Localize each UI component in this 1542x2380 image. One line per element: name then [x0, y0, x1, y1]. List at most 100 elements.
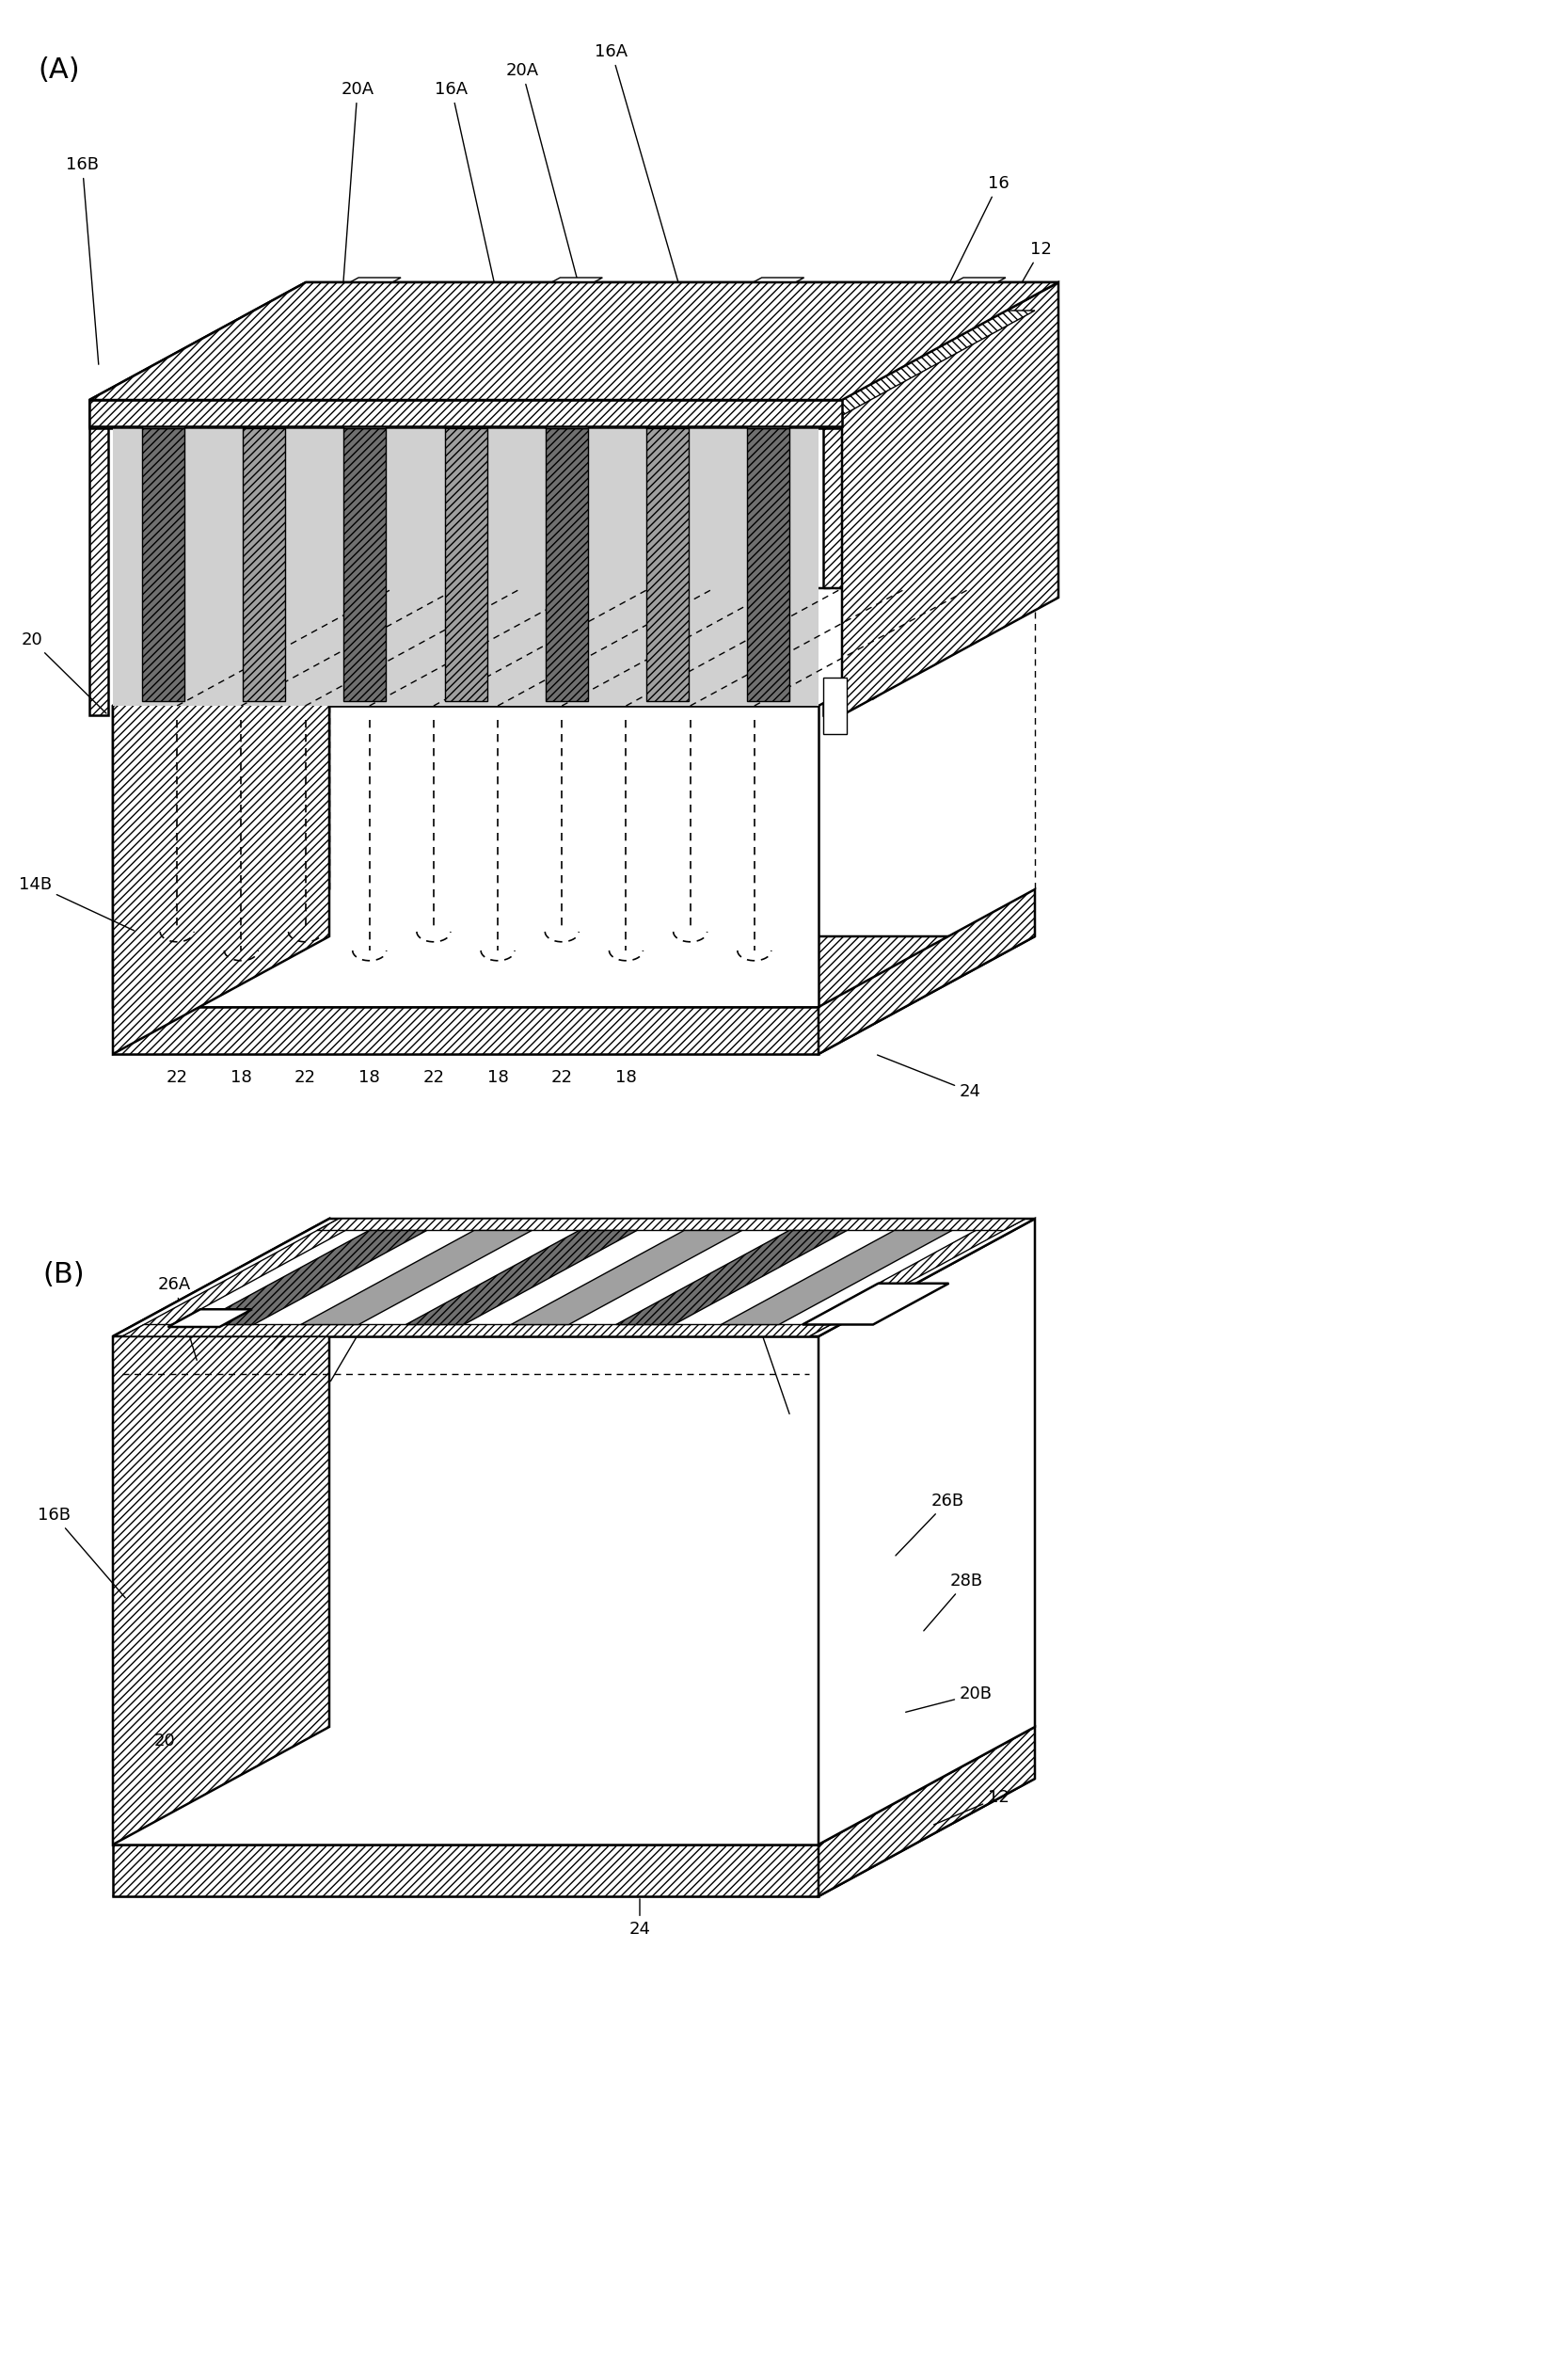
- Polygon shape: [746, 428, 790, 702]
- Text: 18: 18: [359, 1069, 381, 1085]
- Polygon shape: [510, 1230, 742, 1326]
- Text: 22: 22: [423, 1069, 444, 1085]
- Polygon shape: [819, 1728, 1035, 1897]
- Polygon shape: [113, 588, 330, 1054]
- Text: 18: 18: [615, 1069, 637, 1085]
- Polygon shape: [142, 428, 185, 702]
- Polygon shape: [819, 1219, 1035, 1844]
- Text: 28A: 28A: [274, 1266, 355, 1349]
- Polygon shape: [113, 309, 359, 428]
- Text: 16B: 16B: [37, 1507, 125, 1597]
- Text: 16A: 16A: [595, 43, 714, 407]
- Polygon shape: [487, 309, 762, 428]
- Text: 16A: 16A: [910, 409, 1007, 526]
- Polygon shape: [113, 1219, 1035, 1335]
- Polygon shape: [386, 309, 662, 428]
- Polygon shape: [444, 428, 487, 702]
- Polygon shape: [746, 395, 790, 428]
- Polygon shape: [780, 1219, 1025, 1335]
- Polygon shape: [89, 283, 1058, 400]
- Polygon shape: [122, 1326, 831, 1335]
- Polygon shape: [344, 395, 386, 428]
- Polygon shape: [546, 428, 588, 702]
- Text: 20: 20: [154, 1733, 176, 1749]
- Text: 20A: 20A: [335, 81, 375, 407]
- Polygon shape: [444, 309, 703, 428]
- Text: 16: 16: [330, 1295, 387, 1380]
- Text: (B): (B): [42, 1261, 85, 1288]
- Text: 20: 20: [22, 631, 106, 714]
- Text: 18: 18: [487, 1069, 509, 1085]
- Polygon shape: [318, 1219, 1025, 1230]
- Polygon shape: [113, 588, 1035, 707]
- Polygon shape: [546, 395, 588, 428]
- Polygon shape: [546, 278, 803, 395]
- Polygon shape: [113, 588, 330, 1007]
- Text: 18: 18: [230, 1069, 251, 1085]
- Text: 20B: 20B: [873, 585, 1053, 700]
- Polygon shape: [344, 278, 603, 395]
- Text: 14: 14: [933, 490, 1015, 581]
- Text: 16B: 16B: [66, 157, 99, 364]
- Polygon shape: [142, 395, 185, 428]
- Polygon shape: [244, 428, 285, 702]
- Polygon shape: [113, 1778, 1035, 1897]
- Polygon shape: [89, 400, 842, 426]
- Polygon shape: [646, 428, 688, 702]
- Text: 28B: 28B: [924, 1573, 984, 1630]
- Text: 22: 22: [167, 1069, 188, 1085]
- Polygon shape: [588, 309, 862, 428]
- Text: 24: 24: [877, 1054, 981, 1100]
- Polygon shape: [617, 1230, 847, 1326]
- Polygon shape: [802, 1283, 948, 1326]
- Text: 22: 22: [295, 1069, 316, 1085]
- Text: 14A: 14A: [933, 336, 1035, 459]
- Text: (A): (A): [37, 57, 80, 83]
- Polygon shape: [113, 935, 1035, 1054]
- Polygon shape: [790, 309, 1035, 428]
- Polygon shape: [406, 1230, 637, 1326]
- Polygon shape: [89, 400, 108, 716]
- Polygon shape: [823, 400, 842, 716]
- Text: 26A: 26A: [157, 1276, 197, 1361]
- Polygon shape: [244, 309, 501, 428]
- Text: 16: 16: [924, 176, 1010, 336]
- Polygon shape: [819, 890, 1035, 1054]
- Text: 12: 12: [961, 240, 1052, 388]
- Polygon shape: [113, 1219, 330, 1844]
- Text: 24: 24: [629, 1899, 651, 1937]
- Polygon shape: [344, 428, 386, 702]
- Text: 14B: 14B: [19, 876, 134, 931]
- Polygon shape: [196, 1230, 427, 1326]
- Polygon shape: [89, 400, 842, 428]
- Text: 20B: 20B: [905, 1685, 993, 1711]
- Polygon shape: [185, 309, 460, 428]
- Polygon shape: [168, 1309, 251, 1328]
- Polygon shape: [823, 678, 847, 733]
- Text: 22: 22: [550, 1069, 572, 1085]
- Text: 20A: 20A: [506, 62, 611, 407]
- Polygon shape: [646, 309, 905, 428]
- Polygon shape: [113, 1007, 819, 1054]
- Polygon shape: [113, 1335, 819, 1845]
- Polygon shape: [722, 1230, 951, 1326]
- Polygon shape: [285, 309, 560, 428]
- Text: 16A: 16A: [435, 81, 521, 407]
- Polygon shape: [122, 1219, 367, 1335]
- Polygon shape: [344, 309, 603, 428]
- Polygon shape: [546, 309, 803, 428]
- Polygon shape: [688, 309, 964, 428]
- Polygon shape: [89, 283, 1058, 400]
- Text: 12: 12: [934, 1790, 1010, 1825]
- Polygon shape: [113, 424, 819, 707]
- Polygon shape: [142, 278, 401, 395]
- Polygon shape: [142, 309, 401, 428]
- Polygon shape: [746, 278, 1005, 395]
- Polygon shape: [746, 309, 1005, 428]
- Polygon shape: [842, 283, 1058, 716]
- Polygon shape: [113, 707, 819, 1007]
- Polygon shape: [113, 1845, 819, 1897]
- Text: 26B: 26B: [896, 1492, 964, 1557]
- Text: 10: 10: [732, 1271, 790, 1414]
- Polygon shape: [301, 1230, 532, 1326]
